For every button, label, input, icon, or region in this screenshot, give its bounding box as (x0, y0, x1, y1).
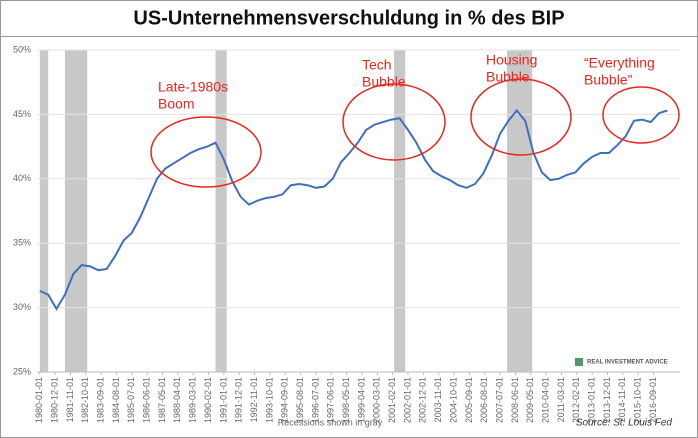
x-tick-label: 2006-08-01 (479, 377, 489, 423)
x-tick-label: 2013-01-01 (587, 377, 597, 423)
recession-band (39, 50, 49, 372)
x-tick-label: 2002-12-01 (418, 377, 428, 423)
x-tick-label: 2007-07-01 (494, 377, 504, 423)
annotation: Late-1980s (158, 79, 228, 95)
y-tick-label: 30% (13, 302, 31, 312)
x-tick-label: 2010-04-01 (540, 377, 550, 423)
annotation: Bubble” (584, 72, 633, 88)
x-tick-label: 2012-02-01 (571, 377, 581, 423)
x-tick-label: 1994-09-01 (280, 377, 290, 423)
highlight-circle (150, 116, 262, 188)
x-tick-label: 2016-09-01 (648, 377, 658, 423)
y-tick-label: 50% (13, 44, 31, 54)
logo: REAL INVESTMENT ADVICE (587, 360, 668, 366)
x-tick-label: 2002-01-01 (402, 377, 412, 423)
x-tick-label: 2013-12-01 (602, 377, 612, 423)
x-tick-label: 2003-11-01 (433, 377, 443, 422)
x-tick-label: 1992-11-01 (249, 377, 259, 422)
x-tick-label: 1986-06-01 (142, 377, 152, 423)
x-tick-label: 1990-02-01 (203, 377, 213, 423)
x-tick-label: 1980-01-01 (34, 377, 44, 423)
y-tick-label: 35% (13, 238, 31, 248)
annotation: Tech (362, 57, 392, 73)
x-tick-label: 1996-07-01 (310, 377, 320, 423)
x-tick-label: 1999-04-01 (356, 377, 366, 423)
x-note: Recessions shown in gray (278, 417, 383, 427)
recession-band (507, 50, 533, 372)
y-tick-label: 45% (13, 109, 31, 119)
x-tick-label: 2015-10-01 (633, 377, 643, 423)
x-tick-label: 1998-05-01 (341, 377, 351, 423)
x-tick-label: 1989-03-01 (188, 377, 198, 423)
x-tick-label: 1980-12-01 (50, 377, 60, 423)
source: Source: St. Louis Fed (576, 418, 673, 429)
data-line (39, 108, 668, 311)
x-tick-label: 2014-11-01 (617, 377, 627, 422)
x-tick-label: 2008-06-01 (510, 377, 520, 423)
annotation: Boom (158, 96, 195, 112)
highlight-circle (342, 83, 446, 161)
y-tick-label: 40% (13, 173, 31, 183)
x-tick-label: 1988-04-01 (172, 377, 182, 423)
annotation: “Everything (584, 55, 655, 71)
chart-title: US-Unternehmensverschuldung in % des BIP (133, 7, 564, 29)
x-tick-label: 2001-02-01 (387, 377, 397, 423)
x-tick-label: 2000-03-01 (372, 377, 382, 423)
x-tick-label: 2009-05-01 (525, 377, 535, 423)
highlight-circle (470, 78, 572, 156)
x-tick-label: 1995-08-01 (295, 377, 305, 423)
x-tick-label: 1987-05-01 (157, 377, 167, 423)
x-tick-label: 1997-06-01 (326, 377, 336, 423)
logo-icon (575, 358, 583, 366)
x-tick-label: 1983-09-01 (96, 377, 106, 423)
highlight-circle (602, 86, 680, 144)
recession-band (394, 50, 406, 372)
x-tick-label: 1985-07-01 (126, 377, 136, 423)
annotation: Bubble (486, 69, 530, 85)
x-tick-label: 1982-10-01 (80, 377, 90, 423)
recession-band (215, 50, 227, 372)
x-tick-label: 2004-10-01 (448, 377, 458, 423)
x-tick-label: 1991-12-01 (234, 377, 244, 423)
recession-band (64, 50, 88, 372)
annotation: Bubble (362, 74, 406, 90)
annotation: Housing (486, 52, 537, 68)
x-tick-label: 2011-03-01 (556, 377, 566, 422)
title-box (0, 0, 698, 37)
x-tick-label: 2005-09-01 (464, 377, 474, 423)
x-tick-label: 1981-11-01 (65, 377, 75, 422)
x-tick-label: 1984-08-01 (111, 377, 121, 423)
x-tick-label: 1993-10-01 (264, 377, 274, 423)
x-tick-label: 1991-01-01 (218, 377, 228, 423)
y-tick-label: 25% (13, 366, 31, 376)
